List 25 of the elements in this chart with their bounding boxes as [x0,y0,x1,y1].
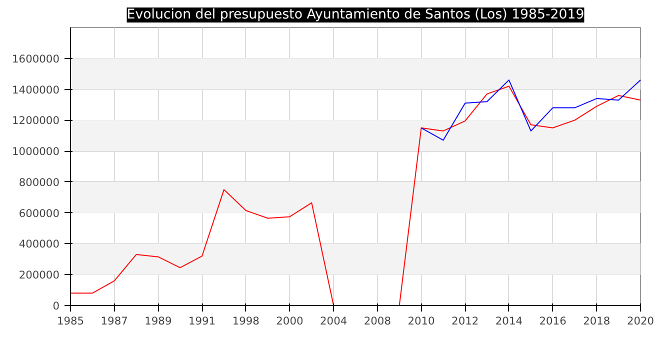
x-tick-label: 1991 [188,314,216,328]
x-tick-label: 1987 [100,314,128,328]
line-series [420,80,640,141]
x-tick-label: 2008 [364,314,392,328]
x-tick-label: 2016 [539,314,567,328]
x-tick-label: 1989 [144,314,172,328]
x-tick-label: 2018 [583,314,610,328]
x-tick-label: 2010 [408,314,436,328]
x-tick-label: 2012 [452,314,479,328]
x-tick-label: 2020 [626,314,654,328]
x-tick-label: 1998 [232,314,260,328]
x-tick-label: 2000 [276,314,304,328]
y-tick-label: 1000000 [12,145,60,158]
y-tick-label: 1400000 [12,83,60,96]
chart-title: Evolucion del presupuesto Ayuntamiento de Santos (Los) 1985-2019 [126,8,584,22]
x-tick-label: 2004 [320,314,348,328]
y-tick-label: 400000 [18,238,60,251]
x-tick-label: 1985 [56,314,84,328]
x-tick-label: 2014 [495,314,523,328]
y-tick-label: 1200000 [12,114,60,128]
y-tick-label: 0 [52,300,60,312]
y-tick-label: 600000 [18,206,60,220]
y-tick-label: 1600000 [12,52,60,66]
y-tick-label: 800000 [18,176,60,189]
y-tick-label: 200000 [18,268,60,282]
